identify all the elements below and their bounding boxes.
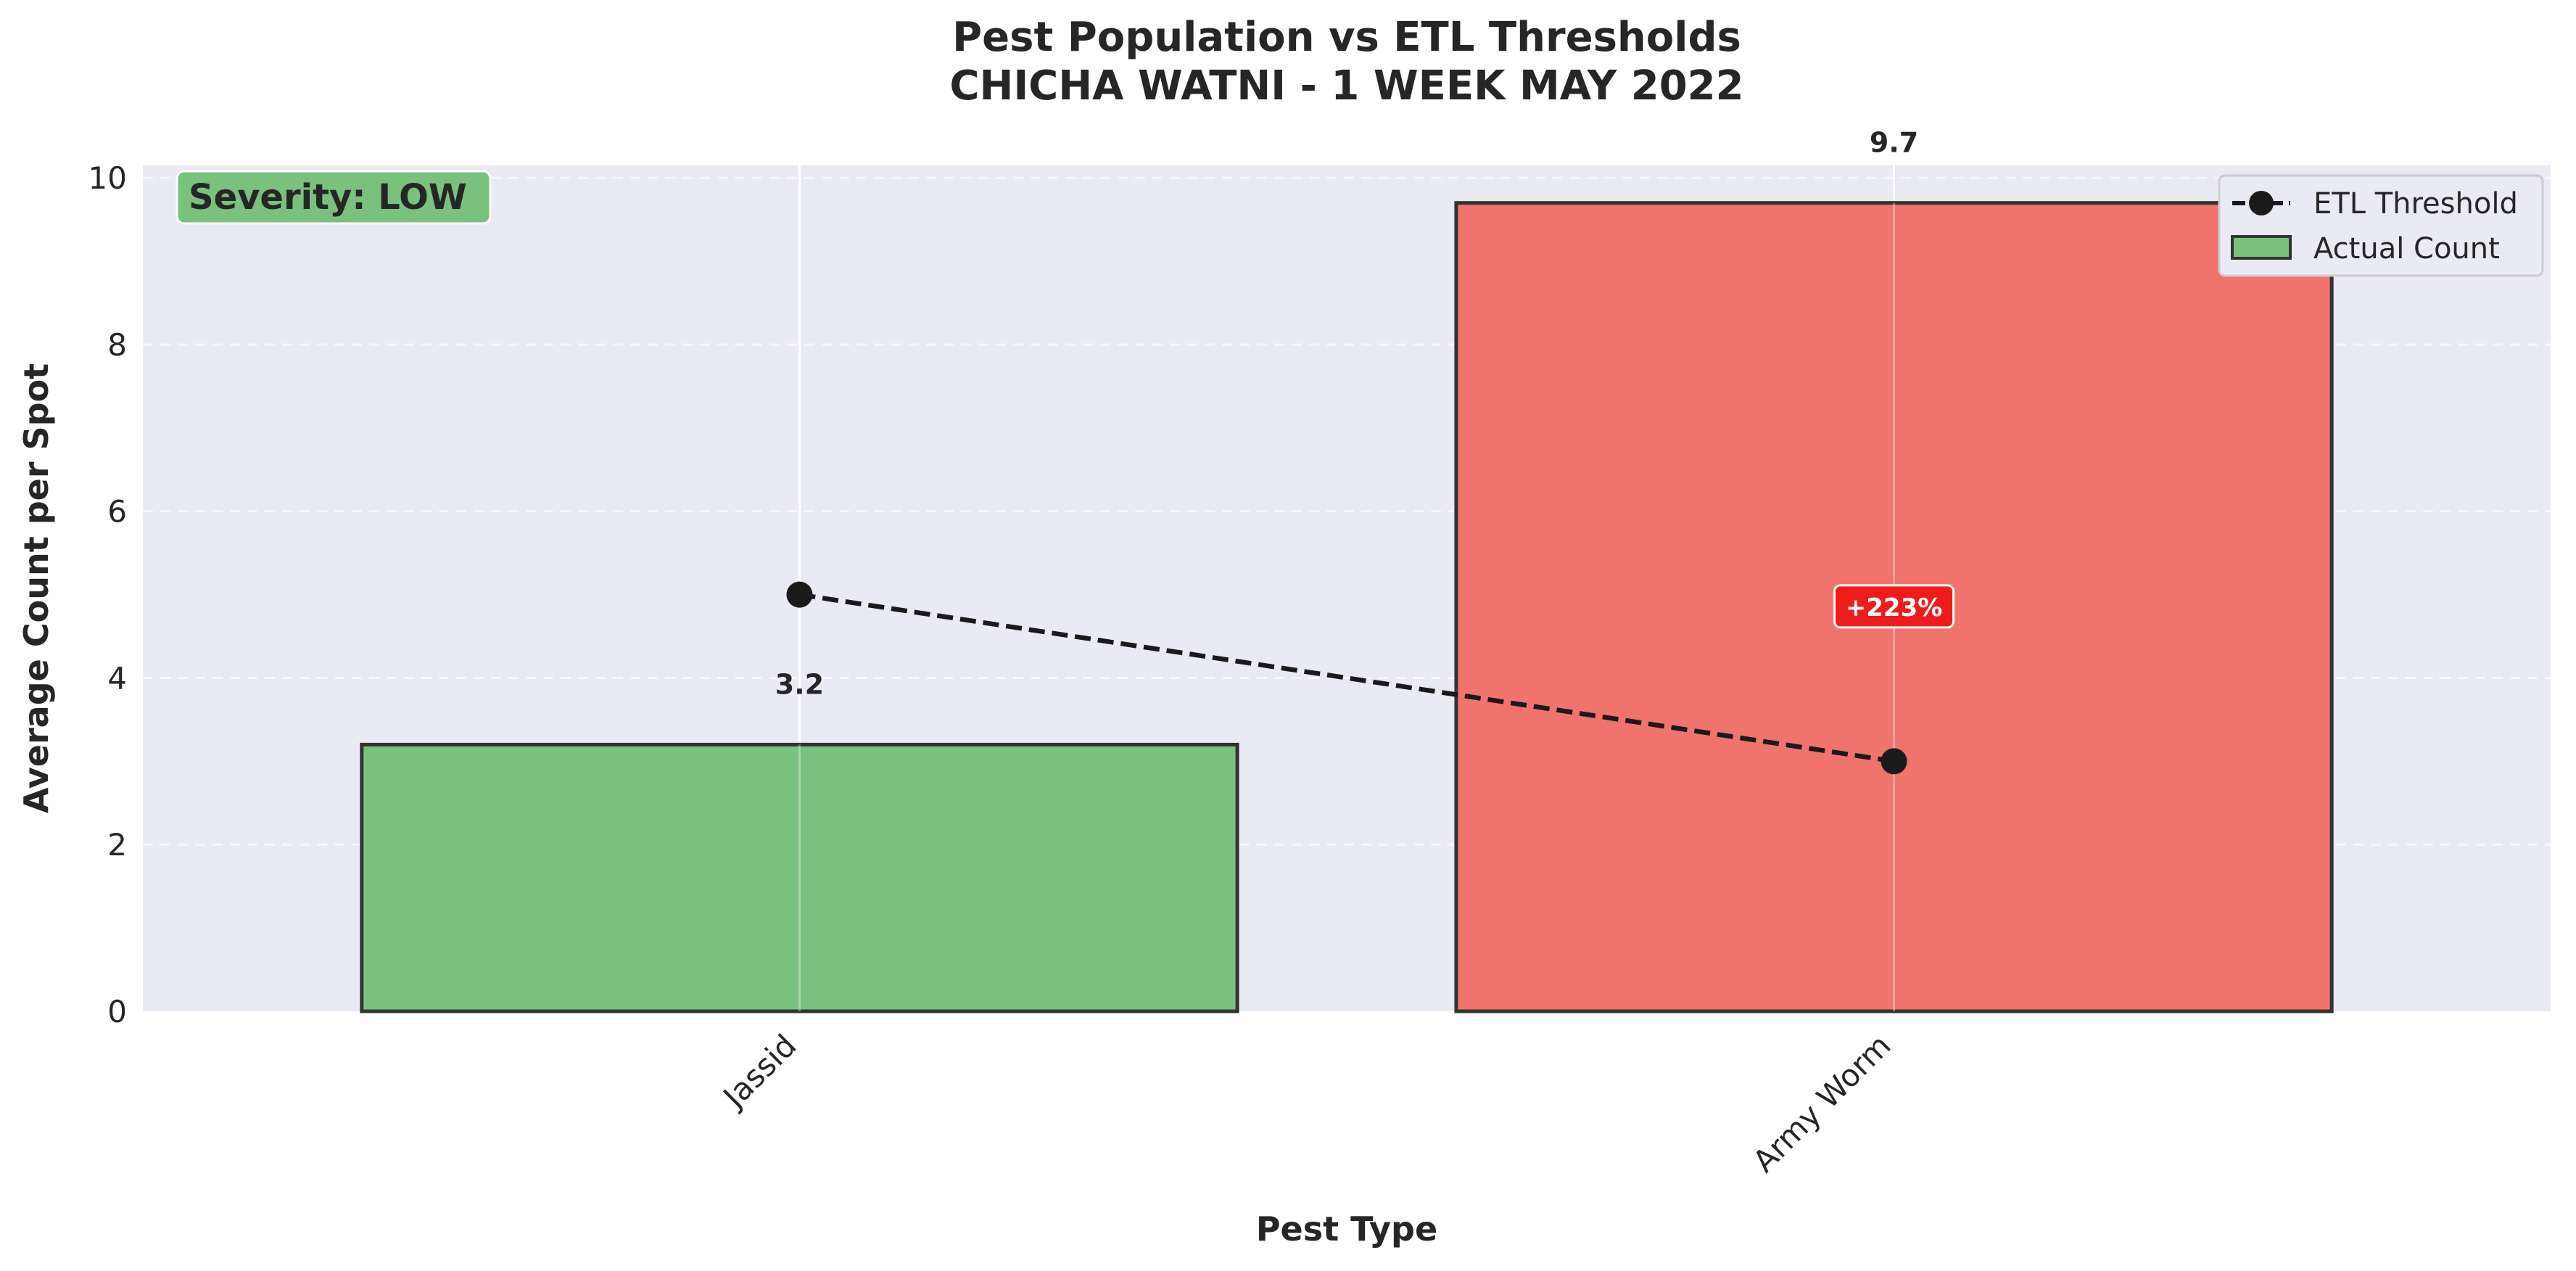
bar-value-label: 3.2 <box>775 668 824 700</box>
annotation-layer: +223% <box>1833 584 1955 629</box>
legend-actual-swatch <box>2231 235 2292 260</box>
severity-badge-text: Severity: LOW <box>189 177 467 218</box>
severity-badge-bg <box>176 170 492 225</box>
bar <box>360 742 1239 1013</box>
y-tick-label: 10 <box>88 160 127 196</box>
legend-etl-label: ETL Threshold <box>2313 187 2518 221</box>
etl-threshold-point <box>786 581 813 608</box>
y-tick-label: 6 <box>107 494 127 530</box>
y-tick-label: 0 <box>107 994 127 1029</box>
legend: ETL Threshold Actual Count <box>2218 174 2544 277</box>
bar-layer: 3.2 9.7 <box>360 127 2334 1013</box>
y-tick-label: 2 <box>107 827 127 863</box>
chart-title-line-2: CHICHA WATNI - 1 WEEK MAY 2022 <box>949 62 1743 110</box>
legend-actual-label: Actual Count <box>2313 232 2500 266</box>
severity-badge: Severity: LOW <box>176 170 492 225</box>
y-tick-label: 4 <box>107 660 127 696</box>
bar-value-label: 9.7 <box>1870 127 1918 159</box>
legend-frame <box>2218 174 2544 277</box>
x-tick-label: Army Worm <box>1746 1027 1898 1179</box>
x-tick-label: Jassid <box>715 1027 804 1116</box>
etl-threshold-point <box>1881 748 1907 775</box>
y-axis-ticks: 0 2 4 6 8 10 <box>88 160 127 1029</box>
percent-badge-text: +223% <box>1846 593 1943 622</box>
x-axis-label: Pest Type <box>1256 1209 1437 1249</box>
x-axis-ticks: Jassid Army Worm <box>715 1027 1898 1179</box>
y-tick-label: 8 <box>107 327 127 363</box>
percent-badge-bg <box>1833 584 1955 629</box>
etl-line-layer <box>786 581 1907 775</box>
y-axis-label: Average Count per Spot <box>17 363 56 813</box>
chart-title-line-1: Pest Population vs ETL Thresholds <box>952 14 1741 61</box>
legend-etl-marker <box>2249 191 2274 215</box>
